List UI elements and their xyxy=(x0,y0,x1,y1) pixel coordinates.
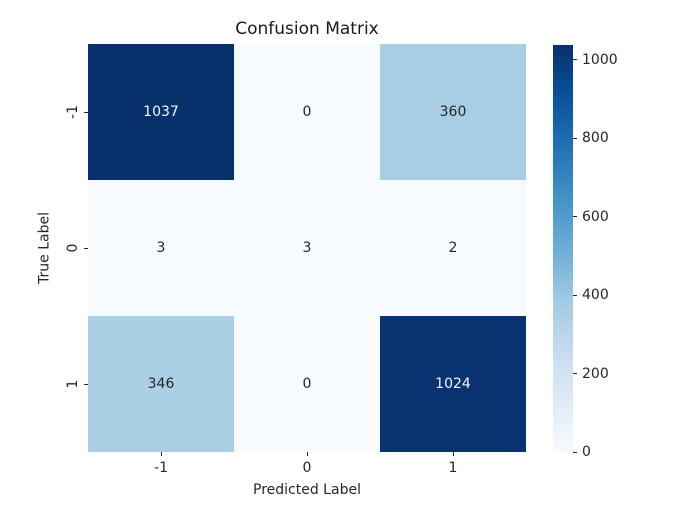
heatmap-cell-r1c1: 3 xyxy=(234,180,380,316)
colorbar-tick-mark xyxy=(573,216,577,217)
y-tick-label: 0 xyxy=(65,243,81,253)
colorbar-tick-mark xyxy=(573,59,577,61)
colorbar-tick-mark xyxy=(573,137,577,139)
colorbar-tick-mark xyxy=(573,451,577,453)
heatmap: 1037 0 360 3 3 2 346 0 1024 xyxy=(88,44,526,452)
colorbar-tick-label: 800 xyxy=(582,130,609,147)
x-tick-label: 0 xyxy=(302,460,312,476)
y-axis-label: True Label xyxy=(36,212,53,284)
colorbar-gradient xyxy=(553,45,573,452)
y-tick-label: 1 xyxy=(65,379,81,389)
y-tick-mark xyxy=(84,111,88,113)
heatmap-cell-r0c1: 0 xyxy=(234,44,380,180)
chart-title: Confusion Matrix xyxy=(235,19,379,39)
heatmap-cell-r2c2: 1024 xyxy=(380,316,526,452)
x-axis-label: Predicted Label xyxy=(253,482,361,498)
y-tick-label: -1 xyxy=(65,105,81,119)
colorbar-tick-mark xyxy=(573,294,577,296)
x-tick-mark xyxy=(306,452,308,456)
colorbar xyxy=(553,45,573,452)
colorbar-tick-mark xyxy=(573,373,577,374)
colorbar-tick-label: 600 xyxy=(582,208,609,225)
colorbar-tick-label: 0 xyxy=(582,444,591,460)
x-tick-mark xyxy=(452,452,454,456)
x-tick-label: 1 xyxy=(448,460,458,476)
y-tick-mark xyxy=(84,247,88,249)
colorbar-tick-label: 400 xyxy=(582,287,609,303)
heatmap-cell-r0c2: 360 xyxy=(380,44,526,180)
x-tick-mark xyxy=(160,452,162,456)
heatmap-cell-r2c1: 0 xyxy=(234,316,380,452)
y-tick-mark xyxy=(84,383,88,385)
colorbar-tick-label: 1000 xyxy=(582,51,618,68)
colorbar-tick-label: 200 xyxy=(582,365,609,382)
heatmap-cell-r2c0: 346 xyxy=(88,316,234,452)
heatmap-cell-r1c2: 2 xyxy=(380,180,526,316)
x-tick-label: -1 xyxy=(154,460,168,476)
heatmap-cell-r0c0: 1037 xyxy=(88,44,234,180)
heatmap-cell-r1c0: 3 xyxy=(88,180,234,316)
